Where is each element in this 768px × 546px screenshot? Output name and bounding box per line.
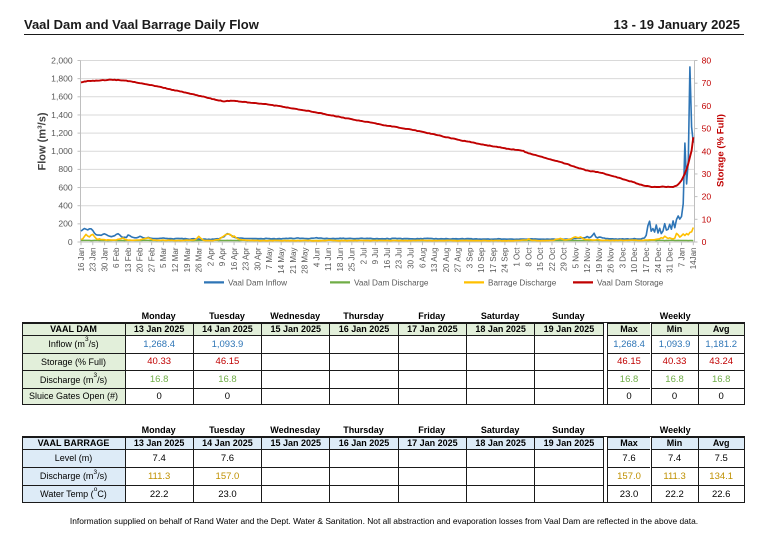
svg-text:20 Feb: 20 Feb	[136, 247, 145, 272]
svg-text:3 Dec: 3 Dec	[618, 248, 627, 269]
svg-text:16 Apr: 16 Apr	[230, 247, 239, 270]
svg-text:5 Mar: 5 Mar	[159, 247, 168, 268]
svg-text:24 Sep: 24 Sep	[501, 247, 510, 273]
svg-text:25 Jun: 25 Jun	[348, 248, 357, 272]
svg-text:1,400: 1,400	[51, 110, 73, 120]
svg-text:800: 800	[58, 164, 73, 174]
svg-text:600: 600	[58, 182, 73, 192]
svg-text:Storage (% Full): Storage (% Full)	[716, 114, 727, 187]
svg-text:2 Apr: 2 Apr	[206, 247, 215, 266]
svg-text:26 Nov: 26 Nov	[607, 248, 616, 273]
svg-text:12 Nov: 12 Nov	[583, 248, 592, 273]
svg-text:30: 30	[702, 169, 712, 179]
svg-text:Vaal Dam Storage: Vaal Dam Storage	[597, 279, 664, 288]
svg-text:20: 20	[702, 192, 712, 202]
svg-text:10: 10	[702, 214, 712, 224]
svg-text:31 Dec: 31 Dec	[666, 248, 675, 273]
svg-text:0: 0	[702, 237, 707, 247]
svg-text:13 Feb: 13 Feb	[124, 247, 133, 272]
svg-text:70: 70	[702, 78, 712, 88]
svg-text:7 Jan: 7 Jan	[677, 248, 686, 268]
svg-text:1,800: 1,800	[51, 73, 73, 83]
svg-text:17 Sep: 17 Sep	[489, 247, 498, 273]
svg-text:17 Dec: 17 Dec	[642, 248, 651, 273]
svg-text:20 Aug: 20 Aug	[442, 248, 451, 273]
svg-text:6 Aug: 6 Aug	[418, 248, 427, 268]
svg-text:11 Jun: 11 Jun	[324, 248, 333, 271]
svg-text:2,000: 2,000	[51, 55, 73, 65]
svg-text:30 Jan: 30 Jan	[100, 248, 109, 272]
svg-text:9 Jul: 9 Jul	[371, 247, 380, 264]
svg-text:28 May: 28 May	[301, 248, 310, 274]
svg-text:13 Aug: 13 Aug	[430, 248, 439, 273]
svg-text:21 May: 21 May	[289, 248, 298, 274]
svg-text:27 Feb: 27 Feb	[147, 247, 156, 272]
svg-text:23 Jan: 23 Jan	[89, 248, 98, 272]
svg-text:19 Mar: 19 Mar	[183, 247, 192, 272]
svg-text:10 Dec: 10 Dec	[630, 248, 639, 273]
svg-text:16 Jan: 16 Jan	[77, 248, 86, 272]
svg-text:2 Jul: 2 Jul	[359, 247, 368, 264]
svg-text:23 Jul: 23 Jul	[395, 247, 404, 269]
svg-text:Vaal Dam Inflow: Vaal Dam Inflow	[228, 279, 287, 288]
svg-text:1,000: 1,000	[51, 146, 73, 156]
svg-text:Flow (m³/s): Flow (m³/s)	[37, 112, 49, 170]
svg-text:14 May: 14 May	[277, 248, 286, 274]
svg-text:Barrage Discharge: Barrage Discharge	[488, 279, 557, 288]
svg-text:27 Aug: 27 Aug	[454, 248, 463, 273]
svg-text:19 Nov: 19 Nov	[595, 248, 604, 273]
svg-text:15 Oct: 15 Oct	[536, 247, 545, 271]
svg-text:6 Feb: 6 Feb	[112, 247, 121, 268]
svg-text:Vaal Dam Discharge: Vaal Dam Discharge	[354, 279, 429, 288]
svg-text:10 Sep: 10 Sep	[477, 247, 486, 273]
svg-text:22 Oct: 22 Oct	[548, 247, 557, 271]
svg-text:24 Dec: 24 Dec	[654, 248, 663, 273]
svg-text:40: 40	[702, 146, 712, 156]
svg-text:30 Jul: 30 Jul	[407, 247, 416, 269]
svg-text:0: 0	[68, 237, 73, 247]
svg-text:30 Apr: 30 Apr	[253, 247, 262, 270]
svg-text:3 Sep: 3 Sep	[465, 247, 474, 268]
svg-text:1,600: 1,600	[51, 92, 73, 102]
svg-text:7 May: 7 May	[265, 248, 274, 270]
svg-text:16 Jul: 16 Jul	[383, 247, 392, 269]
svg-text:12 Mar: 12 Mar	[171, 247, 180, 272]
svg-text:80: 80	[702, 56, 712, 66]
svg-text:1 Oct: 1 Oct	[512, 247, 521, 267]
svg-text:4 Jun: 4 Jun	[312, 248, 321, 268]
svg-text:5 Nov: 5 Nov	[571, 248, 580, 269]
svg-text:18 Jun: 18 Jun	[336, 248, 345, 272]
svg-text:23 Apr: 23 Apr	[242, 247, 251, 270]
svg-text:8 Oct: 8 Oct	[524, 247, 533, 267]
svg-text:14Jan: 14Jan	[689, 248, 698, 270]
svg-text:1,200: 1,200	[51, 128, 73, 138]
svg-text:50: 50	[702, 124, 712, 134]
svg-text:400: 400	[58, 201, 73, 211]
svg-text:200: 200	[58, 219, 73, 229]
svg-text:29 Oct: 29 Oct	[560, 247, 569, 271]
svg-text:9 Apr: 9 Apr	[218, 247, 227, 266]
svg-text:60: 60	[702, 101, 712, 111]
svg-text:26 Mar: 26 Mar	[195, 247, 204, 272]
